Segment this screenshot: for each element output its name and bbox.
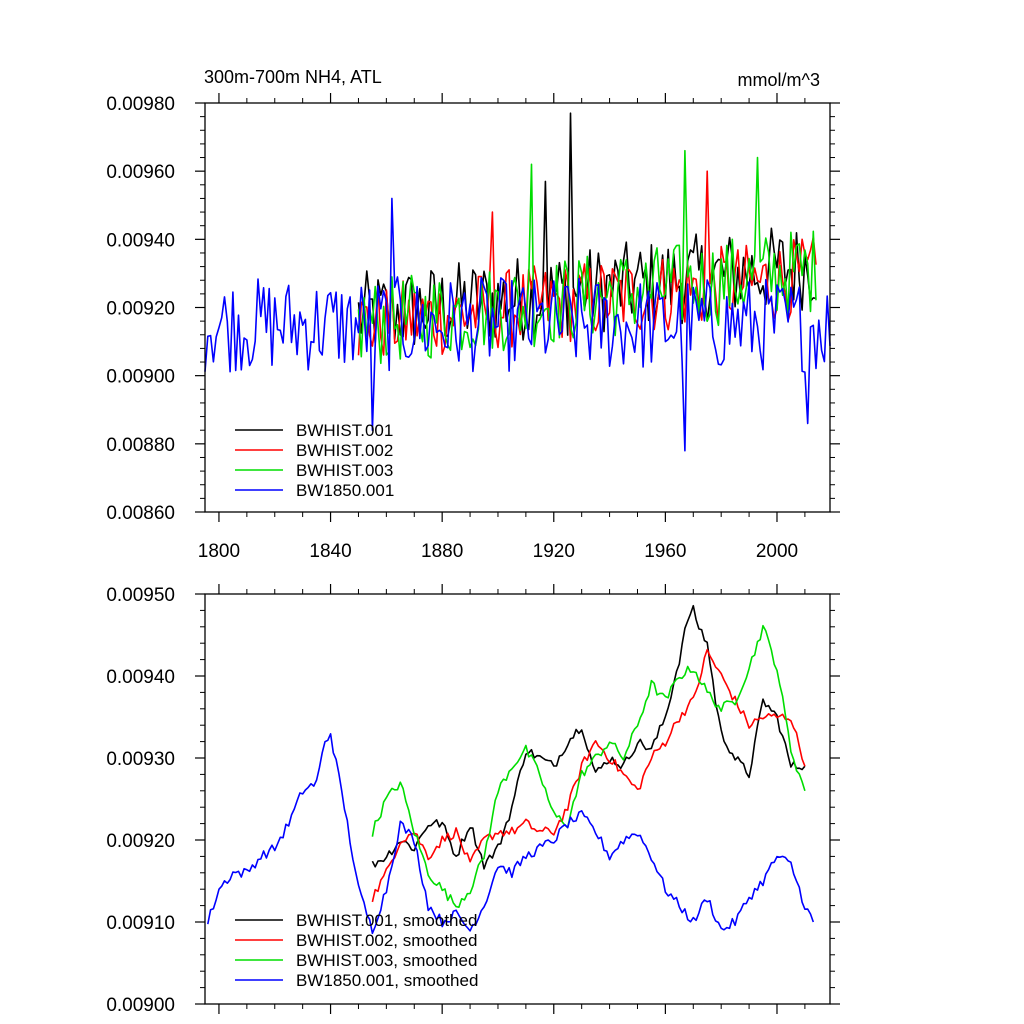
legend-label: BWHIST.001 (296, 421, 393, 440)
top-chart-units: mmol/m^3 (738, 70, 820, 90)
y-tick-label: 0.00860 (106, 503, 175, 524)
legend-label: BWHIST.002, smoothed (296, 931, 477, 950)
y-tick-label: 0.00950 (106, 585, 175, 606)
series-line-bottom-4 (207, 732, 815, 935)
y-tick-label: 0.00940 (106, 230, 175, 251)
legend-label: BWHIST.003 (296, 461, 393, 480)
x-tick-label: 1960 (644, 541, 686, 562)
legend-label: BWHIST.001, smoothed (296, 911, 477, 930)
legend-label: BW1850.001 (296, 481, 394, 500)
y-tick-label: 0.00900 (106, 995, 175, 1016)
plot-frame (204, 593, 831, 1005)
series-line-top-4 (204, 197, 831, 452)
y-tick-label: 0.00900 (106, 367, 175, 388)
legend-label: BW1850.001, smoothed (296, 971, 478, 990)
series-line-bottom-3 (371, 624, 806, 909)
bottom-panel: 0.00900 0.00910 0.00920 0.00930 0.00940 0.009… (106, 584, 840, 1016)
y-tick-label: 0.00910 (106, 913, 175, 934)
series-line-top-2 (357, 170, 817, 356)
x-tick-label: 1920 (533, 541, 575, 562)
series-line-bottom-2 (371, 648, 806, 903)
series-line-top-3 (357, 149, 817, 365)
y-tick-label: 0.00960 (106, 162, 175, 183)
legend-label: BWHIST.003, smoothed (296, 951, 477, 970)
top-panel: 300m-700m NH4, ATL mmol/m^3 0.00860 0.008… (106, 67, 840, 562)
y-tick-label: 0.00930 (106, 749, 175, 770)
x-tick-label: 2000 (756, 541, 798, 562)
top-chart-title: 300m-700m NH4, ATL (204, 67, 382, 87)
x-tick-label: 1840 (309, 541, 351, 562)
x-tick-label: 1880 (421, 541, 463, 562)
y-tick-label: 0.00880 (106, 435, 175, 456)
series-line-bottom-1 (371, 604, 806, 870)
y-tick-label: 0.00920 (106, 831, 175, 852)
y-tick-label: 0.00980 (106, 94, 175, 115)
y-tick-label: 0.00940 (106, 667, 175, 688)
legend-label: BWHIST.002 (296, 441, 393, 460)
y-tick-label: 0.00920 (106, 299, 175, 320)
x-tick-label: 1800 (198, 541, 240, 562)
